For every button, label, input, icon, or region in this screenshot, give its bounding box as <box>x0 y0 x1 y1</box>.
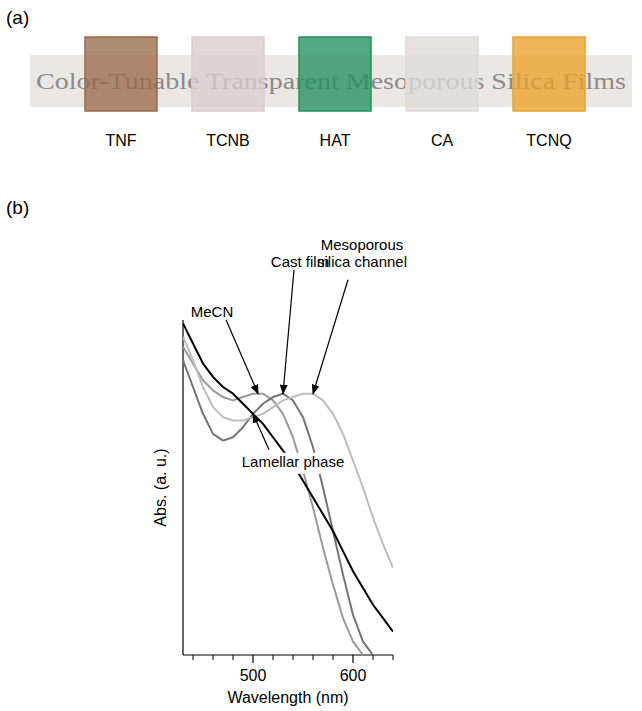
x-minor-tick <box>313 655 314 660</box>
x-tick <box>252 655 253 663</box>
film-square <box>406 37 478 111</box>
x-minor-tick <box>333 655 334 660</box>
annotation-arrow <box>253 414 269 450</box>
annotation-line: MeCN <box>191 303 234 320</box>
annotation-line: Lamellar phase <box>242 453 345 470</box>
annotation-label: Mesoporoussilica channel <box>317 236 407 270</box>
x-minor-tick <box>193 655 194 660</box>
film-label: TNF <box>105 132 136 149</box>
film-square <box>192 37 264 111</box>
annotation-line: silica channel <box>317 253 407 270</box>
annotation-label: Lamellar phase <box>242 453 345 470</box>
panel-label: (b) <box>6 197 29 218</box>
film-square <box>299 37 371 111</box>
x-minor-tick <box>213 655 214 660</box>
annotation-arrow <box>313 280 348 394</box>
figure: (a)Color-Tunable Transparent Mesoporous … <box>0 0 642 711</box>
spectrum-line <box>183 337 393 568</box>
x-minor-tick <box>293 655 294 660</box>
x-axis-title: Wavelength (nm) <box>227 689 348 706</box>
x-minor-tick <box>393 655 394 660</box>
y-axis-title: Abs. (a. u.) <box>152 448 169 526</box>
annotation-label: MeCN <box>191 303 234 320</box>
y-axis-line <box>182 320 183 655</box>
plot-lines <box>183 323 393 655</box>
annotation-line: Mesoporous <box>321 236 404 253</box>
x-tick-label: 600 <box>340 667 367 684</box>
film-square <box>85 37 157 111</box>
panel-label: (a) <box>6 7 29 28</box>
x-tick-label: 500 <box>240 667 267 684</box>
annotation-arrow <box>283 270 294 394</box>
x-tick <box>352 655 353 663</box>
spectrum-line <box>183 347 363 655</box>
film-square <box>513 37 585 111</box>
film-label: TCNB <box>206 132 250 149</box>
film-label: HAT <box>320 132 351 149</box>
x-minor-tick <box>273 655 274 660</box>
film-label: TCNQ <box>526 132 571 149</box>
annotation-arrow <box>226 320 258 394</box>
film-label: CA <box>431 132 454 149</box>
x-minor-tick <box>233 655 234 660</box>
spectrum-line <box>183 323 393 631</box>
x-minor-tick <box>373 655 374 660</box>
label-patch <box>239 453 348 474</box>
